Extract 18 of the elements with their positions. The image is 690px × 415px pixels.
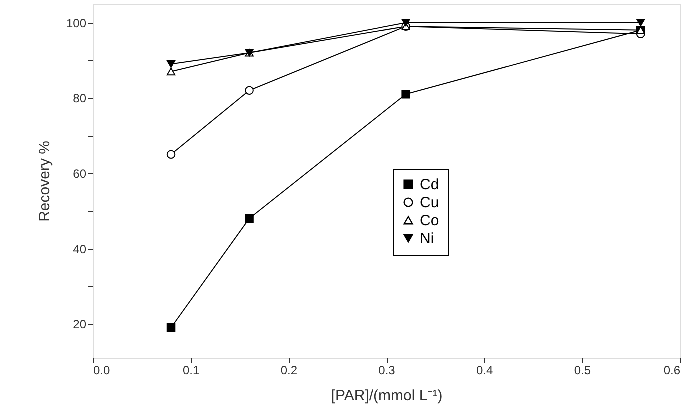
y-tick-label: 40 — [73, 242, 87, 256]
legend-label: Ni — [420, 230, 434, 248]
y-tick-label: 60 — [73, 166, 87, 181]
legend-label: Cu — [420, 194, 440, 212]
y-tick-label: 100 — [66, 16, 87, 30]
x-tick-label: 0.3 — [378, 364, 396, 378]
x-tick-label: 0.4 — [476, 364, 494, 378]
y-axis-title: Recovery % — [36, 141, 54, 222]
x-tick-label: 0.2 — [280, 364, 298, 378]
y-tick-label: 20 — [73, 318, 87, 332]
x-axis-title: [PAR]/(mmol L⁻¹) — [331, 388, 443, 404]
x-tick-label: 0.1 — [182, 364, 200, 378]
legend-label: Co — [420, 212, 440, 230]
x-tick-label: 0.5 — [574, 364, 592, 378]
legend-label: Cd — [420, 176, 440, 194]
x-tick-label: 0.0 — [94, 364, 111, 378]
y-tick-label: 80 — [73, 92, 87, 106]
x-tick-label: 0.6 — [664, 364, 681, 378]
